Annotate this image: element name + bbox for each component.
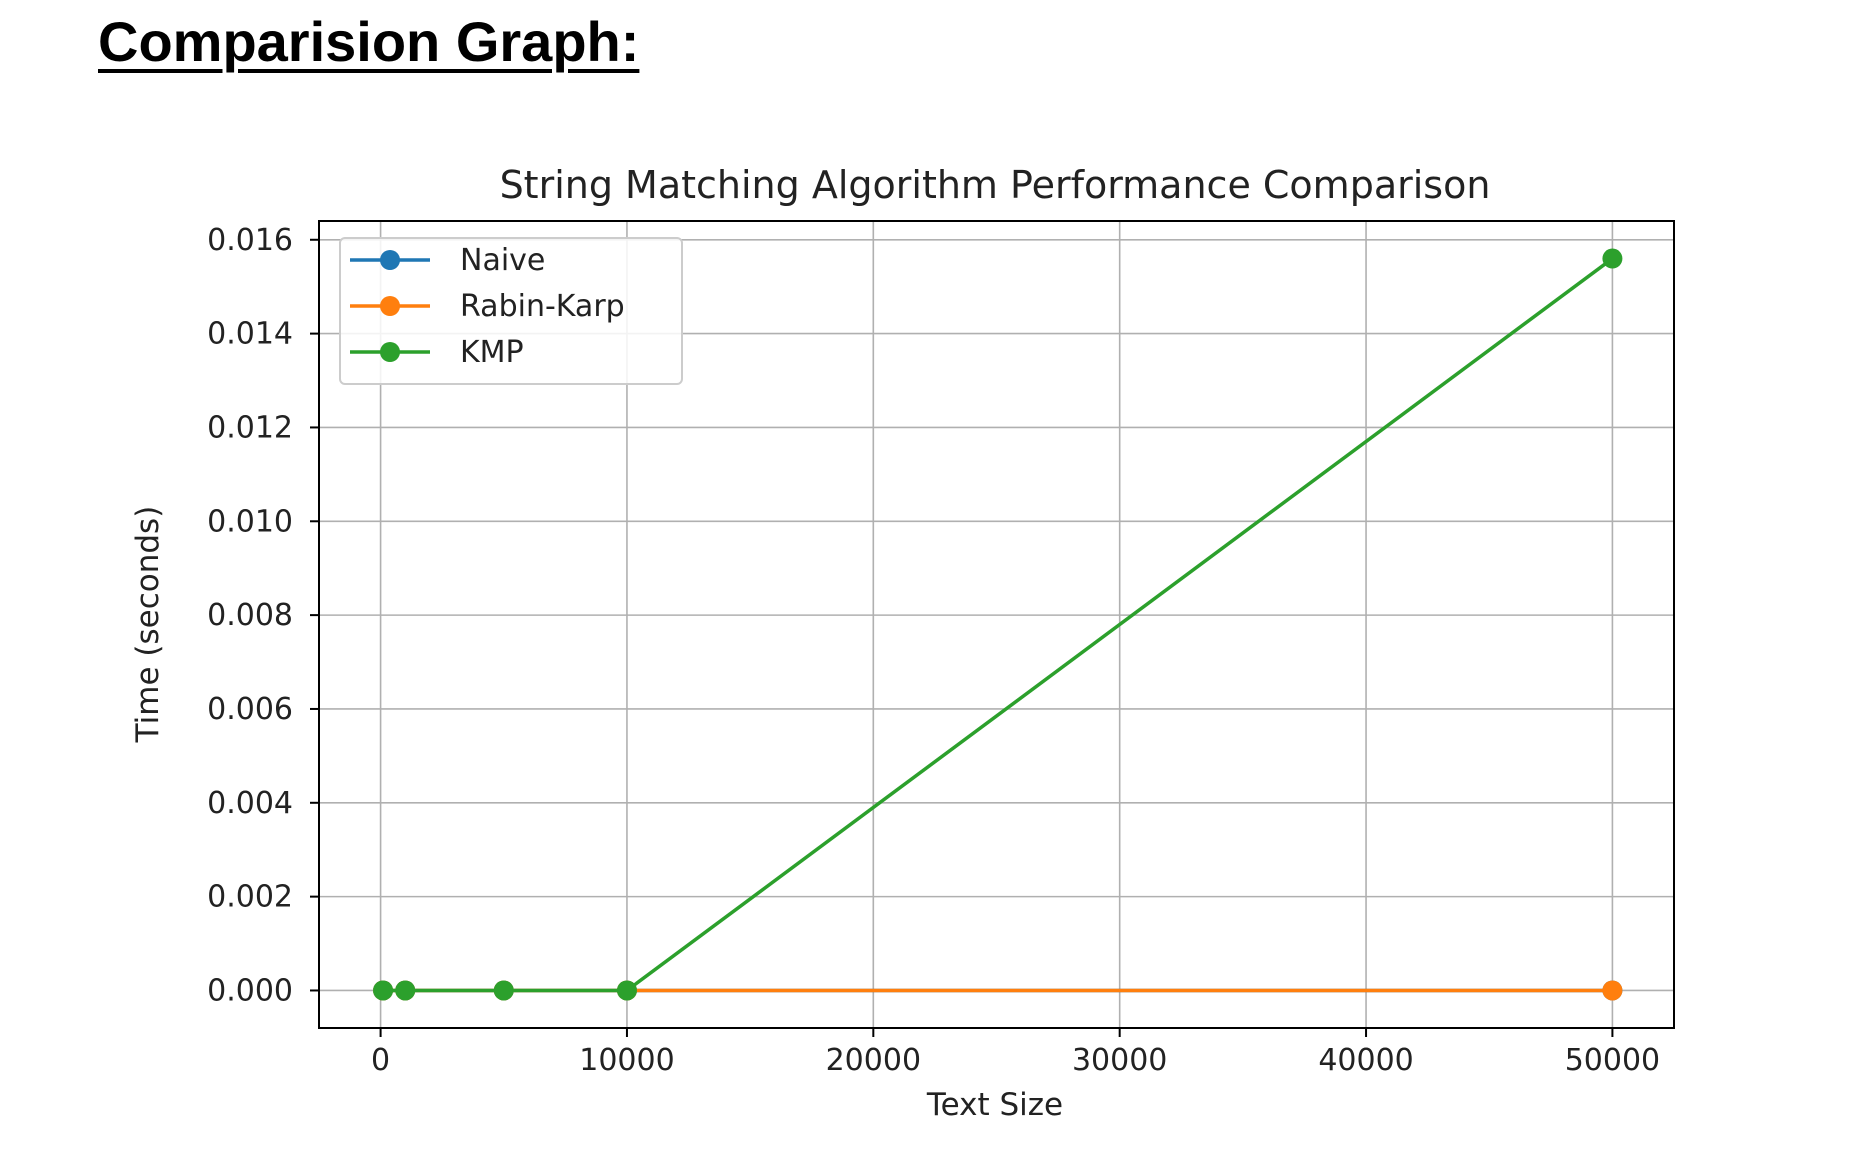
y-tick-label-7: 0.014 xyxy=(207,317,293,352)
x-tick-label-0: 0 xyxy=(371,1043,390,1078)
legend-box xyxy=(339,237,683,385)
x-tick-label-4: 40000 xyxy=(1318,1043,1413,1078)
point-kmp-3 xyxy=(616,980,637,1001)
series-layer xyxy=(373,248,1623,1001)
point-kmp-0 xyxy=(373,980,394,1001)
series-kmp xyxy=(373,248,1623,1001)
y-tick-label-0: 0.000 xyxy=(207,973,293,1008)
y-tick-label-1: 0.002 xyxy=(207,880,293,915)
legend-marker-kmp xyxy=(380,342,400,362)
legend-label-naive: Naive xyxy=(460,243,545,278)
chart-title: String Matching Algorithm Performance Co… xyxy=(500,163,1491,207)
legend-marker-naive xyxy=(380,250,400,270)
point-kmp-2 xyxy=(493,980,514,1001)
y-tick-label-8: 0.016 xyxy=(207,223,293,258)
plot-frame xyxy=(318,220,1675,1029)
x-tick-label-2: 20000 xyxy=(826,1043,921,1078)
x-tick-label-5: 50000 xyxy=(1565,1043,1660,1078)
y-tick-label-6: 0.012 xyxy=(207,410,293,445)
legend-item-naive: Naive xyxy=(350,243,545,278)
x-axis-label: Text Size xyxy=(926,1087,1063,1123)
y-tick-label-4: 0.008 xyxy=(207,598,293,633)
axes: 0 10000 20000 30000 40000 50000 0.000 0.002 0.00… xyxy=(207,223,1660,1078)
point-kmp-4 xyxy=(1602,248,1623,269)
y-axis-label: Time (seconds) xyxy=(130,506,166,744)
x-tick-label-1: 10000 xyxy=(579,1043,674,1078)
legend-label-kmp: KMP xyxy=(460,335,524,370)
point-rabin-karp-4 xyxy=(1602,980,1623,1001)
grid xyxy=(319,221,1674,1028)
legend: Naive Rabin-Karp KMP xyxy=(339,237,683,385)
y-tick-label-2: 0.004 xyxy=(207,786,293,821)
y-tick-label-5: 0.010 xyxy=(207,504,293,539)
point-kmp-1 xyxy=(395,980,416,1001)
page-heading: Comparision Graph: xyxy=(98,10,640,73)
x-tick-label-3: 30000 xyxy=(1072,1043,1167,1078)
legend-marker-rabin-karp xyxy=(380,296,400,316)
legend-label-rabin-karp: Rabin-Karp xyxy=(460,289,625,324)
y-tick-label-3: 0.006 xyxy=(207,692,293,727)
legend-item-rabin-karp: Rabin-Karp xyxy=(350,289,625,324)
legend-item-kmp: KMP xyxy=(350,335,524,370)
